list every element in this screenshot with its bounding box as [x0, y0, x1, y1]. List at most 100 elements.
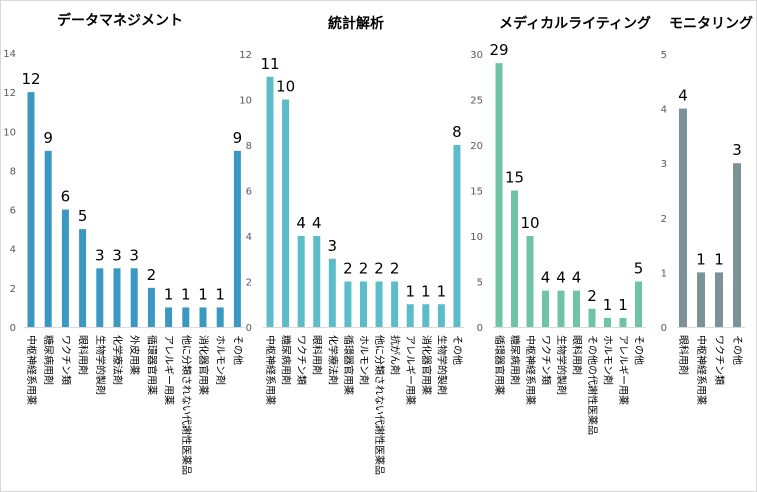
bar — [359, 281, 367, 327]
bar — [297, 236, 305, 327]
data-label: 9 — [233, 129, 243, 147]
bar — [182, 307, 190, 327]
data-label: 8 — [452, 123, 462, 141]
y-tick-label: 4 — [246, 232, 252, 243]
y-tick-label: 10 — [470, 232, 483, 243]
bar — [27, 92, 35, 328]
data-label: 5 — [634, 260, 644, 278]
category-label: 化学療法剤 — [326, 335, 339, 385]
y-tick-label: 30 — [470, 50, 483, 61]
y-tick-label: 0 — [661, 323, 667, 334]
bar — [113, 268, 121, 327]
data-label: 4 — [296, 214, 306, 232]
y-tick-label: 4 — [661, 105, 667, 116]
chart-title: 統計解析 — [328, 15, 384, 32]
y-tick-label: 0 — [10, 323, 16, 334]
data-label: 4 — [572, 269, 582, 287]
category-label: 化学療法剤 — [111, 335, 124, 385]
bar — [511, 190, 518, 327]
bar — [391, 281, 399, 327]
category-label: ワクチン類 — [540, 335, 552, 385]
data-label: 1 — [405, 282, 415, 300]
y-tick-label: 5 — [477, 278, 483, 289]
category-label: ホルモン剤 — [602, 335, 615, 385]
bar — [697, 272, 705, 327]
y-tick-label: 15 — [470, 187, 483, 198]
category-label: 生物学的製剤 — [435, 335, 448, 395]
data-label: 1 — [618, 296, 628, 314]
category-label: 他に分類されない代謝性医薬品 — [373, 335, 386, 475]
data-label: 3 — [112, 246, 122, 264]
category-label: アレルギー用薬 — [617, 335, 629, 405]
data-label: 1 — [603, 296, 613, 314]
category-label: 中枢神経系用薬 — [695, 335, 708, 405]
category-label: 眼科用剤 — [311, 335, 324, 375]
bar — [328, 258, 336, 327]
bar — [733, 163, 741, 327]
data-label: 2 — [374, 260, 384, 278]
chart-title: メディカルライティング — [499, 15, 651, 32]
chart-title: モニタリング — [669, 15, 753, 32]
category-label: 中枢神経系用薬 — [264, 335, 277, 405]
bar — [282, 99, 290, 327]
category-label: 循環器官用薬 — [342, 335, 355, 395]
bar — [165, 307, 173, 327]
data-label: 4 — [312, 214, 322, 232]
data-label: 4 — [541, 269, 551, 287]
bar — [557, 290, 565, 327]
data-label: 1 — [714, 250, 724, 268]
data-label: 1 — [421, 282, 431, 300]
bar — [604, 317, 611, 327]
chart-panel-4: モニタリング 0 1 2 3 4 5 4 眼科用剤 1 中枢神経系用薬 1 ワクチン類 3 その他 — [661, 15, 753, 405]
y-tick-label: 8 — [10, 166, 16, 177]
y-tick-label: 25 — [470, 96, 483, 107]
y-tick-label: 6 — [246, 187, 252, 198]
category-label: その他 — [731, 335, 744, 365]
data-label: 3 — [129, 246, 139, 264]
data-label: 2 — [343, 260, 353, 278]
data-label: 10 — [276, 78, 295, 96]
bar — [437, 304, 445, 327]
y-tick-label: 0 — [477, 323, 483, 334]
data-label: 2 — [390, 260, 400, 278]
bar — [422, 304, 430, 327]
bar — [495, 63, 503, 327]
category-label: その他の代謝性医薬品 — [586, 335, 599, 435]
category-label: 中枢神経系用薬 — [25, 335, 38, 405]
category-label: ワクチン類 — [59, 335, 71, 385]
data-label: 9 — [43, 129, 53, 147]
bar — [526, 236, 534, 327]
chart-title: データマネジメント — [57, 12, 183, 29]
category-label: 消化器官用薬 — [197, 335, 210, 395]
bar — [96, 268, 104, 327]
category-label: 生物学的製剤 — [555, 335, 568, 395]
bar — [313, 236, 321, 327]
bar — [130, 268, 138, 327]
bar — [233, 150, 241, 327]
bar — [406, 304, 414, 327]
data-label: 2 — [359, 260, 369, 278]
category-label: 消化器官用薬 — [420, 335, 433, 395]
data-label: 1 — [181, 285, 191, 303]
data-label: 1 — [696, 250, 706, 268]
category-label: 循環器官用薬 — [493, 335, 506, 395]
bar — [375, 281, 383, 327]
data-label: 2 — [587, 287, 597, 305]
category-label: 眼科用剤 — [77, 335, 90, 375]
data-label: 11 — [260, 55, 279, 73]
data-label: 2 — [147, 266, 157, 284]
data-label: 4 — [678, 87, 688, 105]
bar — [44, 150, 52, 327]
bar — [588, 308, 596, 327]
data-label: 3 — [95, 246, 105, 264]
data-label: 1 — [437, 282, 447, 300]
y-tick-label: 1 — [661, 268, 667, 279]
y-tick-label: 4 — [10, 245, 16, 256]
y-tick-label: 20 — [470, 141, 483, 152]
bar — [79, 229, 87, 327]
category-label: 糖尿病用剤 — [280, 335, 293, 385]
y-tick-label: 8 — [246, 141, 252, 152]
y-tick-label: 2 — [246, 278, 252, 289]
